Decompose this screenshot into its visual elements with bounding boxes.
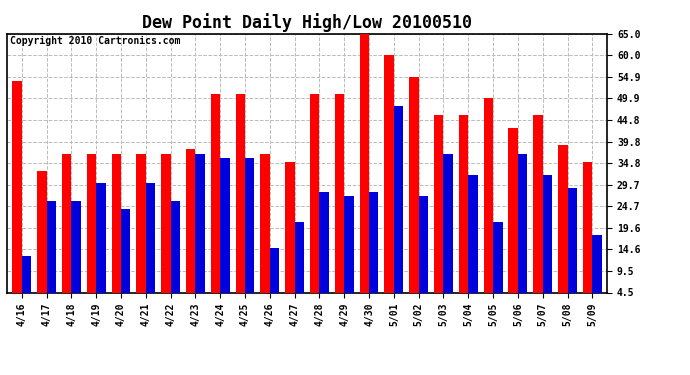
Bar	[22, 256, 31, 292]
Text: Copyright 2010 Cartronics.com: Copyright 2010 Cartronics.com	[10, 36, 180, 46]
Bar	[359, 34, 369, 292]
Bar	[112, 153, 121, 292]
Bar	[543, 175, 552, 292]
Bar	[394, 106, 403, 292]
Bar	[170, 201, 180, 292]
Bar	[270, 248, 279, 292]
Bar	[335, 94, 344, 292]
Bar	[310, 94, 319, 292]
Bar	[419, 196, 428, 292]
Bar	[245, 158, 255, 292]
Bar	[444, 153, 453, 292]
Bar	[558, 145, 567, 292]
Bar	[493, 222, 502, 292]
Title: Dew Point Daily High/Low 20100510: Dew Point Daily High/Low 20100510	[142, 13, 472, 32]
Bar	[260, 153, 270, 292]
Bar	[121, 209, 130, 292]
Bar	[484, 98, 493, 292]
Bar	[62, 153, 71, 292]
Bar	[567, 188, 577, 292]
Bar	[469, 175, 477, 292]
Bar	[161, 153, 170, 292]
Bar	[434, 115, 444, 292]
Bar	[186, 149, 195, 292]
Bar	[195, 153, 205, 292]
Bar	[285, 162, 295, 292]
Bar	[211, 94, 220, 292]
Bar	[344, 196, 354, 292]
Bar	[71, 201, 81, 292]
Bar	[137, 153, 146, 292]
Bar	[459, 115, 469, 292]
Bar	[518, 153, 527, 292]
Bar	[295, 222, 304, 292]
Bar	[96, 183, 106, 292]
Bar	[409, 76, 419, 292]
Bar	[47, 201, 56, 292]
Bar	[319, 192, 329, 292]
Bar	[369, 192, 379, 292]
Bar	[146, 183, 155, 292]
Bar	[533, 115, 543, 292]
Bar	[12, 81, 22, 292]
Bar	[220, 158, 230, 292]
Bar	[592, 235, 602, 292]
Bar	[235, 94, 245, 292]
Bar	[384, 55, 394, 292]
Bar	[37, 171, 47, 292]
Bar	[583, 162, 592, 292]
Bar	[509, 128, 518, 292]
Bar	[87, 153, 96, 292]
